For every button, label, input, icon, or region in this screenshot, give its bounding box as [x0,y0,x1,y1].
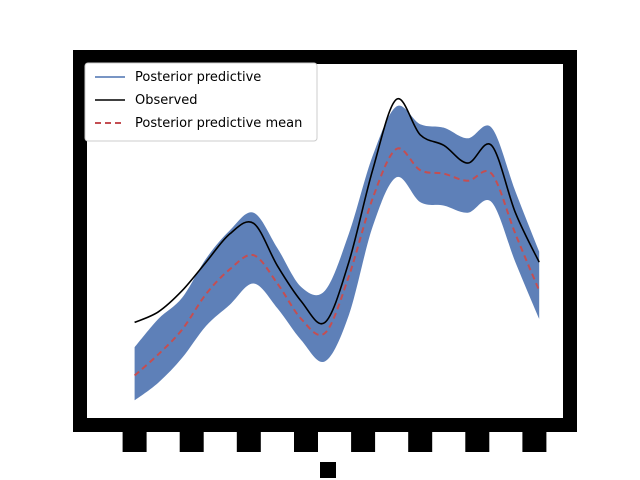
x-tick-block-3 [294,432,318,452]
x-tick-block-4 [351,432,376,452]
legend: Posterior predictive Observed Posterior … [84,62,318,142]
x-tick-block-0 [122,432,147,452]
legend-box [84,62,318,142]
x-axis-label-block [320,462,336,478]
legend-label-posterior-predictive: Posterior predictive [135,70,261,85]
x-tick-block-5 [408,432,433,452]
x-tick-block-7 [522,432,547,452]
observed-line [134,98,540,325]
posterior-predictive-band-layer [134,105,540,401]
x-tick-marks [122,432,547,452]
posterior-predictive-mean-line [133,147,541,377]
legend-label-observed: Observed [135,93,198,108]
x-tick-block-6 [465,432,490,452]
x-tick-block-1 [179,432,204,452]
posterior-predictive-band [134,105,540,401]
x-tick-block-2 [236,432,261,452]
legend-label-posterior-predictive-mean: Posterior predictive mean [135,116,302,131]
series-line-layer [133,98,541,377]
